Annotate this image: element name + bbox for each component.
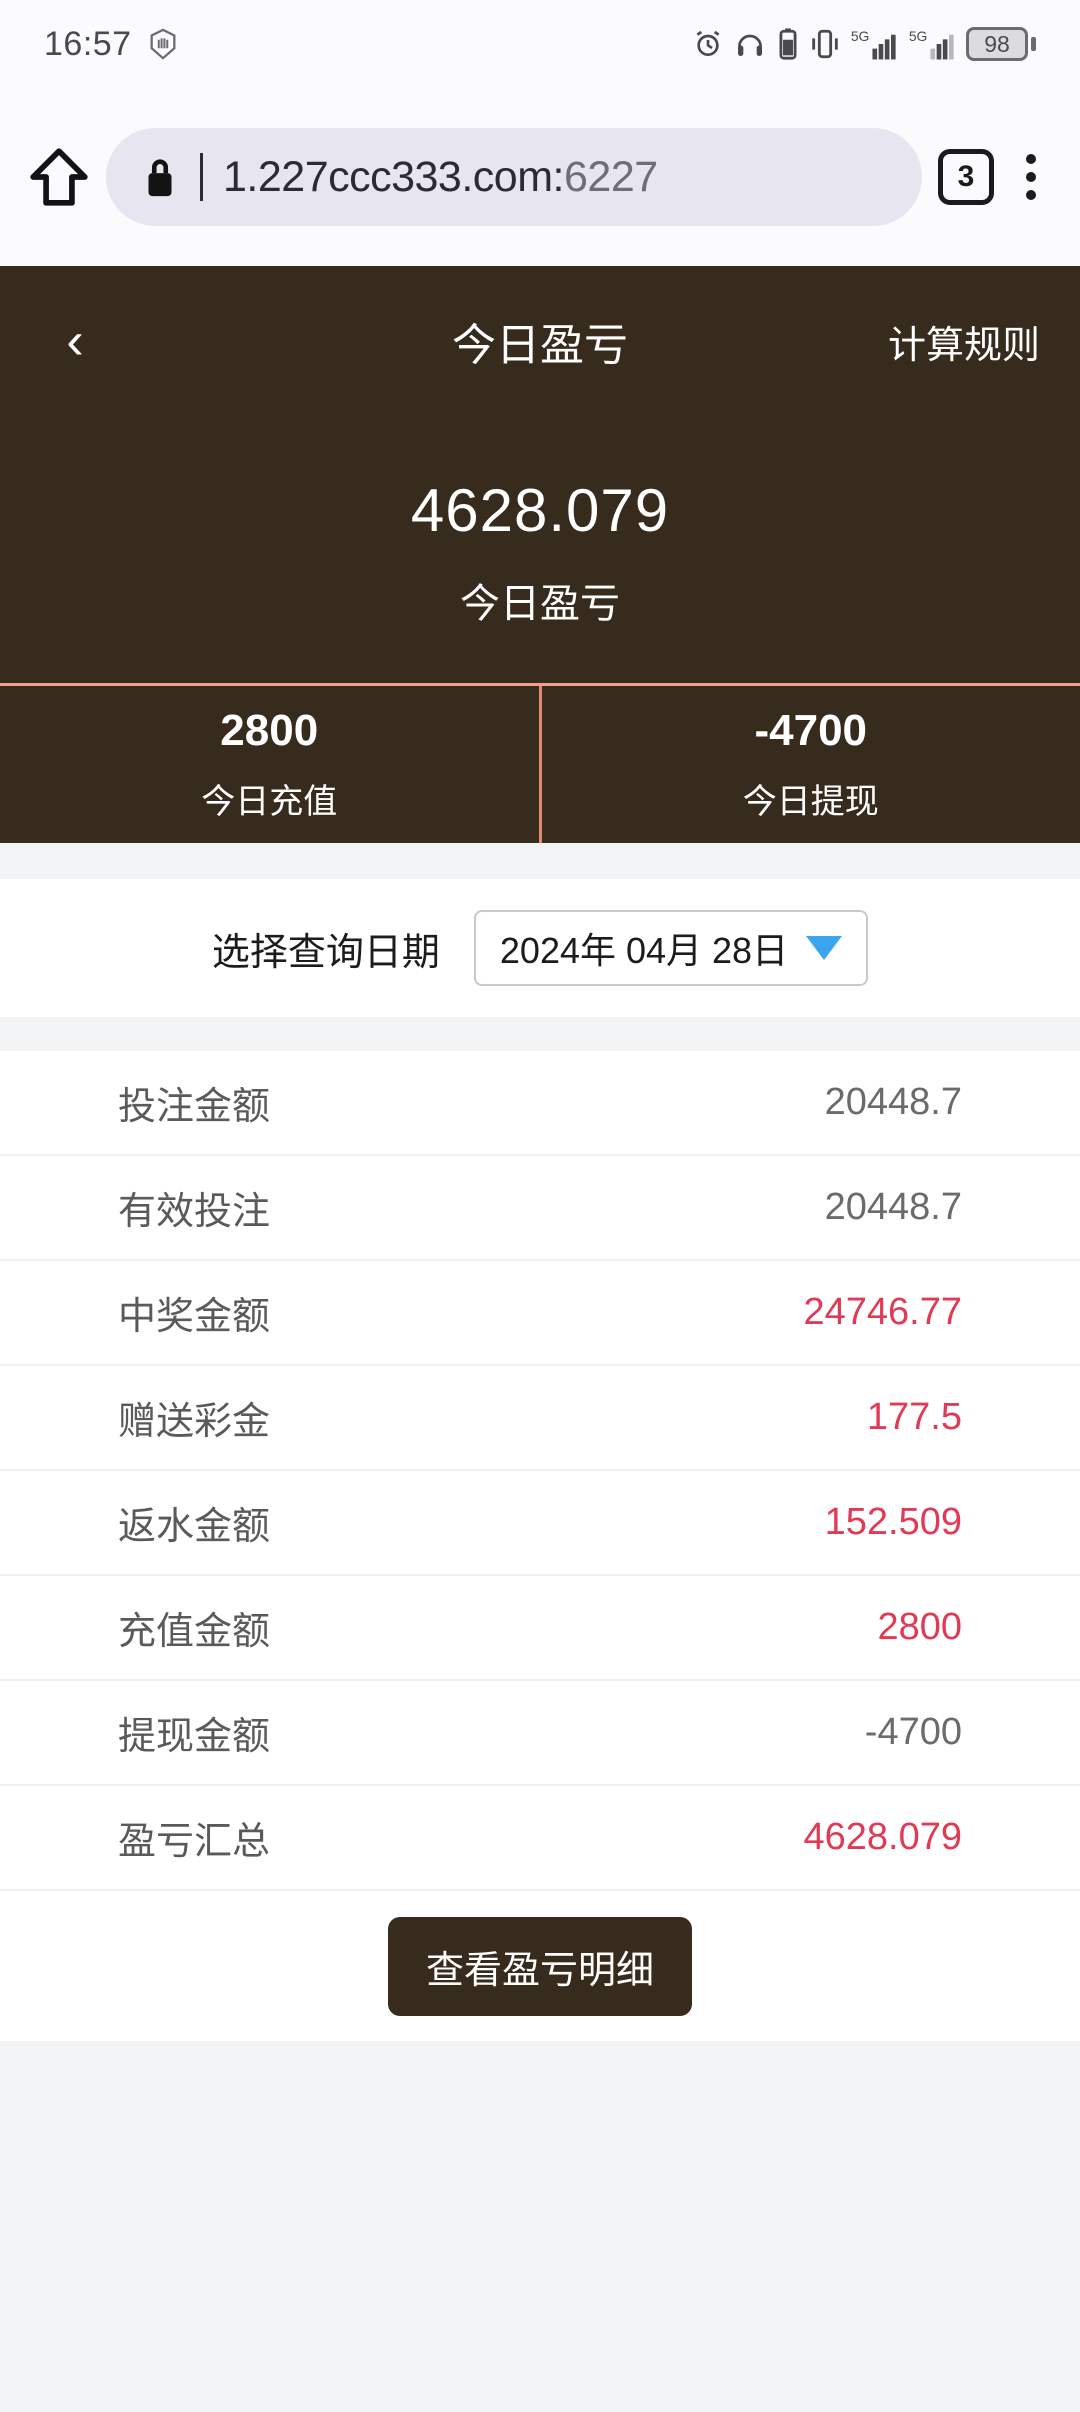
table-row: 中奖金额 24746.77 [0,1261,1080,1366]
svg-text:5G: 5G [851,28,870,44]
table-row: 盈亏汇总 4628.079 [0,1786,1080,1891]
status-time: 16:57 [44,24,132,63]
page-title: 今日盈亏 [452,321,628,370]
stat-withdraw-label: 今日提现 [742,783,879,821]
battery-level: 98 [966,27,1028,61]
text-cursor [200,153,203,201]
profit-summary-hero: 4628.079 今日盈亏 [0,416,1080,683]
device-battery-icon [776,27,800,61]
hero-label: 今日盈亏 [460,582,620,626]
status-bar-right: 5G 5G 98 [692,27,1036,61]
date-select-value: 2024年 04月 28日 [499,930,789,971]
table-row: 有效投注 20448.7 [0,1156,1080,1261]
date-filter-label: 选择查询日期 [211,931,440,974]
address-bar[interactable]: 1.227ccc333.com:6227 [106,128,922,226]
lock-icon [140,154,180,200]
table-row: 提现金额 -4700 [0,1681,1080,1786]
status-bar: 16:57 5G 5G 98 [0,0,1080,88]
row-value: 2800 [877,1606,962,1648]
row-value: 20448.7 [824,1186,962,1228]
stat-deposit-label: 今日充值 [201,783,338,821]
stat-withdraw-value: -4700 [754,706,868,755]
row-label: 盈亏汇总 [118,1821,271,1863]
row-label: 有效投注 [118,1191,271,1233]
back-icon[interactable]: ‹ [66,312,84,370]
stat-deposit: 2800 今日充值 [0,686,539,843]
headphones-icon [734,28,766,60]
date-select[interactable]: 2024年 04月 28日 [473,910,869,986]
spacer-top [0,843,1080,879]
overflow-menu-icon[interactable] [1010,154,1052,200]
row-value: 177.5 [866,1396,962,1438]
tab-count-button[interactable]: 3 [938,149,994,205]
detail-button-container: 查看盈亏明细 [0,1891,1080,2041]
row-value: 152.509 [824,1501,962,1543]
today-stats-row: 2800 今日充值 -4700 今日提现 [0,683,1080,843]
battery-nub-icon [1031,37,1036,51]
chevron-down-icon [806,936,843,960]
page-bottom-area [0,2041,1080,2241]
alarm-icon [692,28,724,60]
spacer-mid [0,1017,1080,1051]
row-label: 中奖金额 [118,1296,271,1338]
summary-table: 投注金额 20448.7 有效投注 20448.7 中奖金额 24746.77 … [0,1051,1080,1891]
row-label: 提现金额 [118,1716,271,1758]
url-port: 6227 [563,152,658,201]
row-label: 返水金额 [118,1506,271,1548]
stat-withdraw: -4700 今日提现 [538,686,1080,843]
signal-5g-secondary-icon: 5G [908,27,956,61]
row-value: 24746.77 [803,1291,963,1333]
hero-value: 4628.079 [410,477,670,544]
row-value: -4700 [864,1711,962,1753]
row-value: 4628.079 [803,1816,963,1858]
table-row: 投注金额 20448.7 [0,1051,1080,1156]
svg-text:5G: 5G [909,28,928,44]
table-row: 充值金额 2800 [0,1576,1080,1681]
calculation-rule-link[interactable]: 计算规则 [887,324,1040,367]
table-row: 返水金额 152.509 [0,1471,1080,1576]
date-filter-panel: 选择查询日期 2024年 04月 28日 [0,879,1080,1017]
status-bar-left: 16:57 [44,25,180,64]
home-icon[interactable] [28,146,90,208]
battery-status: 98 [966,27,1036,61]
vibrate-icon [810,27,840,61]
stat-deposit-value: 2800 [220,706,319,755]
browser-toolbar: 1.227ccc333.com:6227 3 [0,88,1080,266]
table-row: 赠送彩金 177.5 [0,1366,1080,1471]
signal-5g-icon: 5G [850,27,898,61]
app-header: ‹ 今日盈亏 计算规则 [0,266,1080,416]
url-text: 1.227ccc333.com:6227 [223,153,658,202]
row-label: 充值金额 [118,1611,271,1653]
hand-icon [146,27,180,61]
view-detail-button[interactable]: 查看盈亏明细 [387,1916,692,2016]
row-label: 赠送彩金 [118,1401,271,1443]
row-value: 20448.7 [824,1081,962,1123]
url-main: 1.227ccc333.com: [223,152,564,201]
row-label: 投注金额 [118,1086,271,1128]
